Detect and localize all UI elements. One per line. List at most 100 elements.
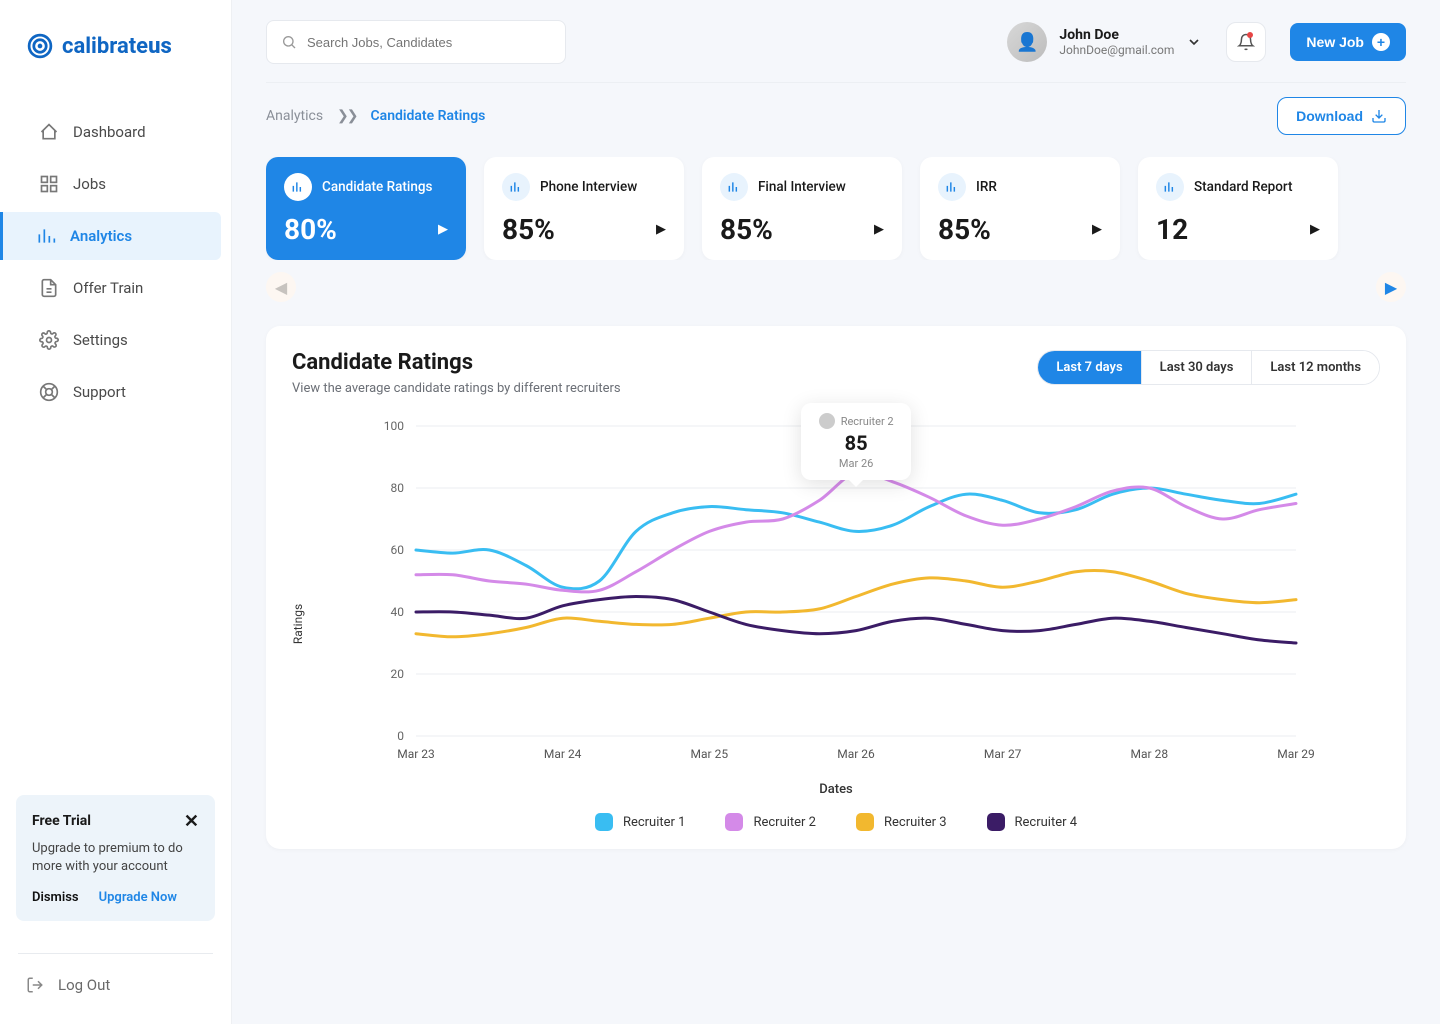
logo: calibrateus (0, 20, 231, 84)
sidebar-nav: Dashboard JobsAnalyticsOffer Train Setting… (0, 84, 231, 775)
bars-icon (36, 226, 56, 246)
bars-icon (720, 173, 748, 201)
chevron-right-icon: ▶ (1310, 222, 1320, 237)
svg-text:Mar 29: Mar 29 (1277, 747, 1315, 761)
legend-label: Recruiter 2 (753, 815, 816, 830)
promo-text: Upgrade to premium to do more with your … (32, 840, 199, 876)
range-last-7-days[interactable]: Last 7 days (1038, 351, 1141, 384)
chart-title: Candidate Ratings (292, 350, 621, 375)
upgrade-button[interactable]: Upgrade Now (99, 890, 177, 905)
scroll-right-button[interactable]: ▶ (1376, 272, 1406, 302)
topbar: 👤 John Doe JohnDoe@gmail.com New Job + (266, 20, 1406, 64)
main: 👤 John Doe JohnDoe@gmail.com New Job + A… (232, 0, 1440, 1024)
stat-card-irr[interactable]: IRR 85% ▶ (920, 157, 1120, 260)
card-value: 85% (938, 213, 991, 246)
legend-label: Recruiter 1 (623, 815, 686, 830)
plus-icon: + (1372, 33, 1390, 51)
home-icon (39, 122, 59, 142)
bars-icon (938, 173, 966, 201)
grid-icon (39, 174, 59, 194)
y-axis-title: Ratings (291, 603, 305, 643)
card-title: Final Interview (758, 179, 846, 195)
notifications-button[interactable] (1226, 22, 1266, 62)
svg-text:40: 40 (391, 605, 405, 619)
chevron-right-icon: ▶ (656, 222, 666, 237)
logout-label: Log Out (58, 976, 110, 994)
brand-suffix: us (148, 34, 172, 59)
legend-swatch (987, 813, 1005, 831)
logout-icon (26, 976, 44, 994)
tooltip-date: Mar 26 (815, 457, 897, 470)
nav-label: Dashboard (73, 123, 146, 141)
search-input[interactable] (307, 35, 551, 50)
card-title: Standard Report (1194, 179, 1293, 195)
card-title: IRR (976, 179, 997, 195)
card-value: 85% (502, 213, 555, 246)
card-title: Phone Interview (540, 179, 637, 195)
chart-legend: Recruiter 1 Recruiter 2 Recruiter 3 Recruit… (292, 813, 1380, 831)
doc-icon (39, 278, 59, 298)
sidebar-item-offer-train[interactable]: Offer Train (10, 264, 221, 312)
svg-text:80: 80 (391, 481, 405, 495)
legend-item-recruiter-4[interactable]: Recruiter 4 (987, 813, 1078, 831)
chevron-right-icon: ▶ (438, 222, 448, 237)
dismiss-button[interactable]: Dismiss (32, 890, 79, 905)
stat-card-standard-report[interactable]: Standard Report12▶ (1138, 157, 1338, 260)
user-email: JohnDoe@gmail.com (1059, 43, 1174, 57)
card-value: 80% (284, 213, 337, 246)
legend-swatch (595, 813, 613, 831)
sidebar-item-dashboard[interactable]: Dashboard (10, 108, 221, 156)
gear-icon (39, 330, 59, 350)
chevron-right-icon: ❯❯ (337, 108, 356, 124)
chart-panel: Candidate Ratings View the average candi… (266, 326, 1406, 849)
sidebar-item-settings[interactable]: Settings (10, 316, 221, 364)
user-name: John Doe (1059, 27, 1174, 43)
legend-item-recruiter-3[interactable]: Recruiter 3 (856, 813, 947, 831)
sidebar-item-jobs[interactable]: Jobs (10, 160, 221, 208)
chart-area: Recruiter 2 85 Mar 26 Ratings 0204060801… (292, 416, 1380, 831)
download-icon (1371, 108, 1387, 124)
tooltip-value: 85 (815, 431, 897, 455)
x-axis-title: Dates (292, 782, 1380, 797)
user-menu[interactable]: 👤 John Doe JohnDoe@gmail.com (1007, 22, 1202, 62)
tooltip-name: Recruiter 2 (841, 415, 894, 428)
breadcrumb-root[interactable]: Analytics (266, 108, 323, 124)
bars-icon (502, 173, 530, 201)
search-box[interactable] (266, 20, 566, 64)
new-job-button[interactable]: New Job + (1290, 23, 1406, 61)
avatar: 👤 (1007, 22, 1047, 62)
svg-text:Mar 27: Mar 27 (984, 747, 1022, 761)
stat-card-candidate-ratings[interactable]: Candidate Ratings80%▶ (266, 157, 466, 260)
stat-card-phone-interview[interactable]: Phone Interview 85% ▶ (484, 157, 684, 260)
sidebar: calibrateus Dashboard JobsAnalyticsOffer … (0, 0, 232, 1024)
legend-swatch (725, 813, 743, 831)
legend-item-recruiter-1[interactable]: Recruiter 1 (595, 813, 686, 831)
divider (266, 82, 1406, 83)
chart-tooltip: Recruiter 2 85 Mar 26 (801, 403, 911, 480)
search-icon (281, 34, 297, 50)
legend-label: Recruiter 3 (884, 815, 947, 830)
card-value: 85% (720, 213, 773, 246)
close-icon[interactable]: ✕ (184, 811, 199, 832)
svg-text:0: 0 (397, 729, 404, 743)
nav-label: Settings (73, 331, 128, 349)
stat-card-final-interview[interactable]: Final Interview85%▶ (702, 157, 902, 260)
range-last-30-days[interactable]: Last 30 days (1142, 351, 1253, 384)
download-label: Download (1296, 108, 1363, 124)
tooltip-avatar (819, 413, 835, 429)
svg-text:Mar 23: Mar 23 (397, 747, 435, 761)
range-last-12-months[interactable]: Last 12 months (1252, 351, 1379, 384)
download-button[interactable]: Download (1277, 97, 1406, 135)
sidebar-item-analytics[interactable]: Analytics (0, 212, 221, 260)
chevron-down-icon (1186, 34, 1202, 50)
svg-text:20: 20 (391, 667, 405, 681)
legend-item-recruiter-2[interactable]: Recruiter 2 (725, 813, 816, 831)
scroll-left-button[interactable]: ◀ (266, 272, 296, 302)
brand-name: calibrate (62, 34, 148, 59)
legend-swatch (856, 813, 874, 831)
breadcrumb-current: Candidate Ratings (371, 108, 486, 124)
stat-cards: Candidate Ratings80%▶Phone Interview85%▶… (266, 157, 1406, 260)
logout-button[interactable]: Log Out (0, 966, 231, 1004)
chevron-right-icon: ▶ (1092, 222, 1102, 237)
sidebar-item-support[interactable]: Support (10, 368, 221, 416)
